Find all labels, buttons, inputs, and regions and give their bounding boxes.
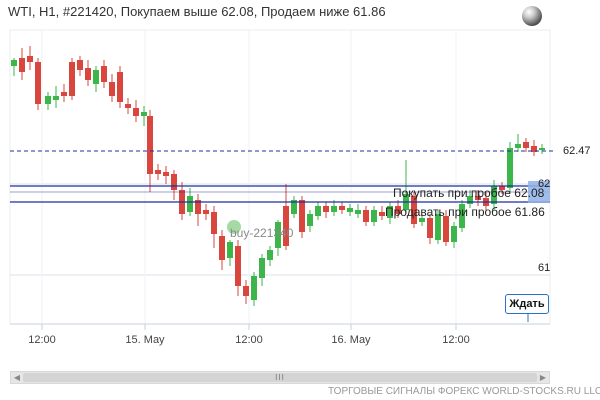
candle-body [109, 82, 115, 96]
candle-body [19, 58, 25, 72]
candle-body [35, 62, 41, 104]
candle-body [27, 56, 33, 62]
candle-body [307, 214, 313, 226]
candle-body [427, 218, 433, 238]
candle-body [451, 226, 457, 242]
candle-body [523, 142, 529, 148]
candle-body [85, 68, 91, 80]
candle-body [395, 206, 401, 214]
footer-credit: ТОРГОВЫЕ СИГНАЛЫ ФОРЕКС WORLD-STOCKS.RU … [328, 386, 600, 397]
x-tick-label: 16. May [331, 334, 371, 346]
scroll-left-arrow-icon[interactable]: ◀ [13, 373, 21, 382]
candle-body [531, 146, 537, 152]
candle-body [243, 286, 249, 296]
candle-body [141, 112, 147, 116]
candle-body [267, 250, 273, 260]
x-tick-label: 12:00 [28, 334, 56, 346]
candle-body [171, 174, 177, 190]
candle-body [347, 208, 353, 212]
candle-body [331, 206, 337, 212]
candle-body [539, 148, 545, 150]
candle-body [187, 196, 193, 212]
current-price-label: 62.47 [563, 145, 591, 157]
candle-body [275, 222, 281, 248]
candle-body [45, 96, 51, 104]
candle-body [77, 60, 83, 70]
candle-body [507, 148, 513, 188]
candle-body [355, 210, 361, 214]
candle-body [117, 72, 123, 102]
candle-body [147, 116, 153, 174]
x-tick-label: 15. May [125, 334, 165, 346]
price-level-61: 61 [538, 262, 551, 274]
candle-body [227, 242, 233, 258]
scroll-thumb[interactable]: III [23, 373, 537, 382]
wait-button[interactable]: Ждать [505, 294, 549, 314]
horizontal-scrollbar[interactable]: ◀ III ▶ [10, 371, 550, 384]
candle-body [315, 206, 321, 216]
candle-body [299, 200, 305, 232]
price-level-62: 62 [538, 178, 551, 190]
candle-body [323, 206, 329, 212]
candle-body [219, 236, 225, 260]
candle-body [235, 246, 241, 286]
candle-body [419, 218, 425, 222]
candle-body [93, 70, 99, 84]
scroll-right-arrow-icon[interactable]: ▶ [539, 373, 547, 382]
x-tick-label: 12:00 [235, 334, 263, 346]
candle-body [283, 206, 289, 246]
candle-body [195, 200, 201, 214]
candle-body [499, 186, 505, 190]
candle-body [155, 170, 161, 174]
candle-body [101, 66, 107, 82]
candle-body [133, 108, 139, 116]
candlesticks [11, 46, 545, 306]
candle-body [515, 144, 521, 148]
candle-body [491, 186, 497, 204]
candle-body [251, 276, 257, 300]
candle-body [387, 206, 393, 218]
candle-body [61, 92, 67, 96]
buy-marker-label: buy-221340 [230, 226, 294, 240]
candle-body [363, 210, 369, 222]
candle-body [53, 96, 59, 100]
candle-body [435, 214, 441, 240]
candle-body [69, 62, 75, 96]
candle-body [203, 210, 209, 214]
buy-marker[interactable] [227, 220, 241, 234]
signal-highlight-box [528, 181, 550, 203]
candle-body [163, 172, 169, 176]
candle-body [125, 104, 131, 108]
chart-title: WTI, H1, #221420, Покупаем выше 62.08, П… [8, 4, 386, 19]
candle-body [475, 196, 481, 200]
sell-signal-text: Продавать при пробое 61.86 [385, 205, 545, 219]
candle-body [259, 258, 265, 278]
candle-body [11, 60, 17, 66]
globe-icon[interactable] [522, 6, 542, 26]
candle-body [411, 196, 417, 224]
scroll-grip: III [275, 373, 285, 382]
candle-body [371, 210, 377, 222]
candle-body [291, 200, 297, 214]
candle-body [211, 212, 217, 234]
candle-body [443, 216, 449, 242]
candle-body [339, 206, 345, 210]
buy-signal-text: Покупать при пробое 62.08 [393, 186, 545, 200]
x-tick-label: 12:00 [442, 334, 470, 346]
candle-body [459, 204, 465, 228]
candle-body [467, 196, 473, 204]
candle-body [379, 212, 385, 216]
